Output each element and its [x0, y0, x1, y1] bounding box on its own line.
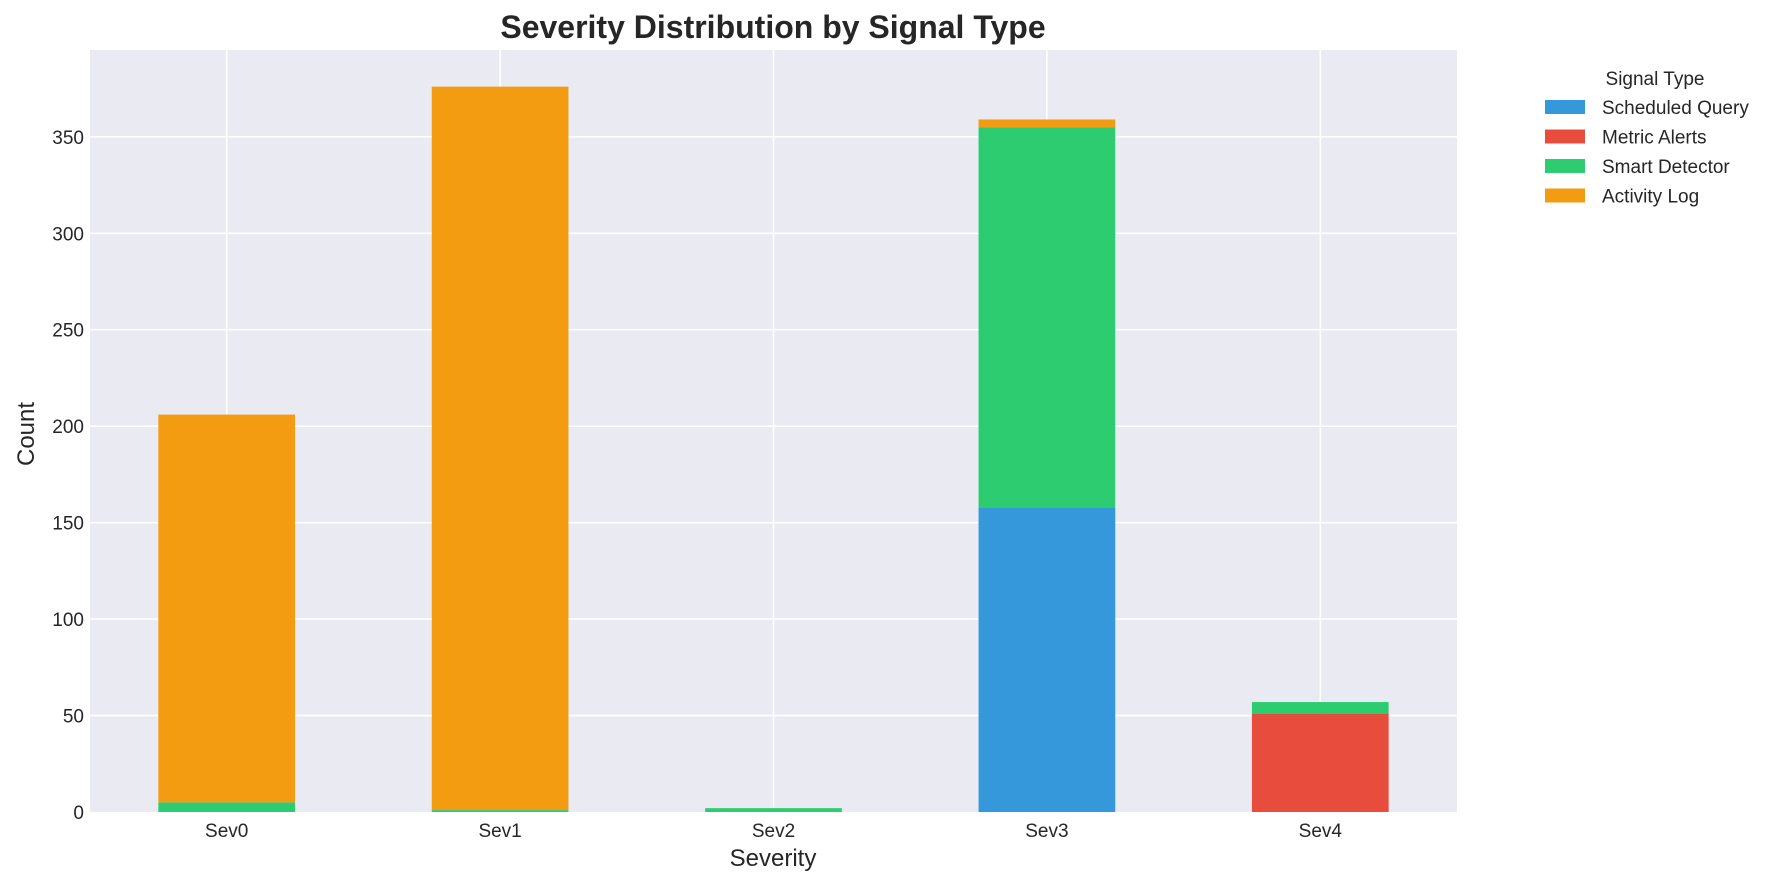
x-tick-label-sev4: Sev4 [1299, 821, 1343, 842]
legend-title: Signal Type [1606, 69, 1705, 90]
bar-sev3-activity-log [978, 119, 1116, 128]
bar-sev4-smart-detector [1251, 702, 1389, 714]
y-tick-label-150: 150 [52, 514, 84, 535]
y-tick-label-350: 350 [52, 128, 84, 149]
x-tick-labels: Sev0 Sev1 Sev2 Sev3 Sev4 [205, 821, 1342, 842]
chart-title: Severity Distribution by Signal Type [500, 9, 1045, 45]
y-tick-label-50: 50 [63, 707, 84, 728]
bar-sev1-smart-detector [431, 810, 569, 812]
legend-swatch-scheduled-query [1545, 100, 1585, 114]
y-tick-label-200: 200 [52, 417, 84, 438]
x-tick-label-sev1: Sev1 [478, 821, 521, 842]
legend-swatch-metric-alerts [1545, 129, 1585, 144]
legend-label-smart-detector: Smart Detector [1602, 157, 1730, 178]
legend-label-scheduled-query: Scheduled Query [1602, 98, 1749, 119]
y-axis-label: Count [13, 402, 40, 466]
y-tick-label-100: 100 [52, 610, 84, 631]
bar-sev0-smart-detector [158, 802, 296, 812]
legend-label-activity-log: Activity Log [1602, 187, 1699, 208]
legend-swatch-activity-log [1545, 188, 1585, 203]
bar-sev4-metric-alerts [1251, 713, 1389, 812]
bar-sev0-activity-log [158, 414, 296, 803]
y-tick-label-0: 0 [73, 803, 84, 824]
x-tick-label-sev2: Sev2 [752, 821, 795, 842]
y-tick-labels: 0 50 100 150 200 250 300 350 [52, 128, 84, 824]
x-tick-label-sev0: Sev0 [205, 821, 248, 842]
legend: Signal Type Scheduled Query Metric Alerts… [1545, 69, 1749, 208]
legend-swatch-smart-detector [1545, 159, 1585, 173]
x-axis-label: Severity [730, 845, 817, 872]
y-tick-label-250: 250 [52, 321, 84, 342]
bar-sev3-scheduled-query [978, 507, 1116, 812]
y-tick-label-300: 300 [52, 224, 84, 245]
x-tick-label-sev3: Sev3 [1025, 821, 1068, 842]
bars [158, 86, 1389, 812]
bar-sev2-smart-detector [705, 808, 842, 812]
legend-items: Scheduled Query Metric Alerts Smart Detect… [1545, 98, 1749, 208]
bar-sev1-activity-log [431, 86, 569, 811]
legend-label-metric-alerts: Metric Alerts [1602, 128, 1707, 149]
bar-sev3-smart-detector [978, 127, 1116, 508]
